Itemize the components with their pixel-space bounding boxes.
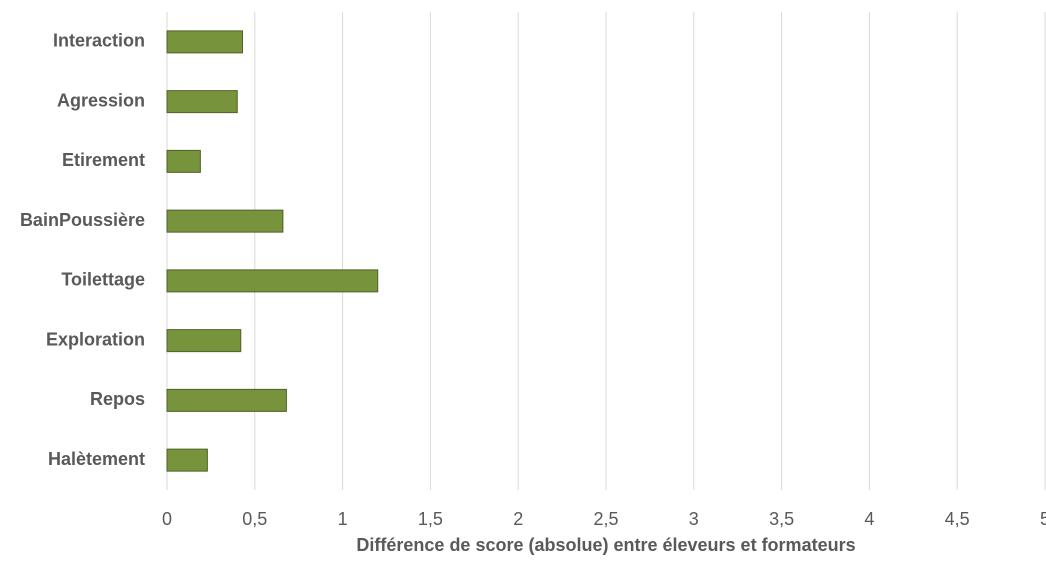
x-tick-label: 3,5 <box>769 509 794 529</box>
x-tick-label: 3 <box>689 509 699 529</box>
x-axis-title: Différence de score (absolue) entre élev… <box>356 535 855 555</box>
category-label: Etirement <box>62 150 145 170</box>
bar <box>166 30 244 54</box>
category-label: Toilettage <box>61 270 145 290</box>
x-tick-label: 4 <box>864 509 874 529</box>
x-tick-label: 1 <box>338 509 348 529</box>
bar <box>166 209 284 233</box>
bar <box>166 269 379 293</box>
x-tick-label: 2,5 <box>593 509 618 529</box>
x-tick-label: 0,5 <box>242 509 267 529</box>
x-tick-label: 4,5 <box>945 509 970 529</box>
bar <box>166 448 208 472</box>
bar <box>166 329 242 353</box>
x-tick-label: 1,5 <box>418 509 443 529</box>
category-label: Agression <box>57 90 145 110</box>
x-tick-label: 0 <box>162 509 172 529</box>
category-label: Repos <box>90 389 145 409</box>
bar <box>166 388 287 412</box>
category-label: BainPoussière <box>20 210 145 230</box>
bar <box>166 149 201 173</box>
category-labels: Interaction Agression Etirement BainPoussiè… <box>20 31 145 469</box>
category-label: Exploration <box>46 329 145 349</box>
x-tick-label: 2 <box>513 509 523 529</box>
category-label: Halètement <box>48 449 145 469</box>
x-tick-labels: 0 0,5 1 1,5 2 2,5 3 3,5 4 4,5 5 <box>162 509 1046 529</box>
category-label: Interaction <box>53 31 145 51</box>
x-tick-label: 5 <box>1040 509 1046 529</box>
bar <box>166 90 238 114</box>
bars <box>166 30 379 472</box>
gridlines <box>166 12 1046 490</box>
